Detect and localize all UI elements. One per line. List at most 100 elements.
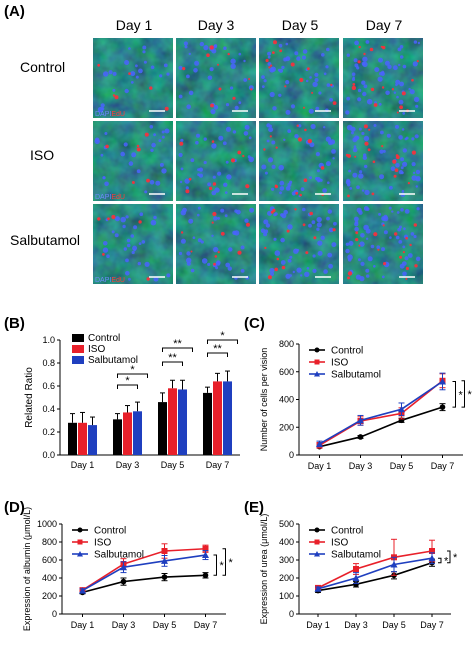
dapi-nucleus — [292, 270, 295, 274]
dapi-nucleus — [317, 240, 323, 246]
dapi-nucleus — [211, 48, 217, 54]
edu-positive-nucleus — [267, 275, 272, 280]
dapi-nucleus — [390, 166, 396, 171]
edu-positive-nucleus — [381, 145, 384, 148]
dapi-nucleus — [393, 65, 398, 71]
dapi-nucleus — [398, 63, 401, 67]
dapi-nucleus — [326, 47, 330, 52]
dapi-nucleus — [159, 74, 163, 78]
micrograph-texture — [343, 38, 423, 118]
dapi-nucleus — [186, 104, 191, 109]
dapi-nucleus — [374, 67, 380, 73]
edu-positive-nucleus — [102, 253, 105, 256]
dapi-nucleus — [232, 230, 237, 235]
edu-positive-nucleus — [190, 250, 193, 253]
dapi-nucleus — [274, 250, 281, 256]
dapi-nucleus — [234, 105, 239, 110]
dapi-nucleus — [197, 168, 200, 172]
dapi-nucleus — [210, 109, 216, 115]
chart-related-ratio: 0.0 0.2 0.4 0.6 0.8 1.0 Related Ratio Day 1 Day … — [24, 330, 240, 470]
legend-label: Control — [88, 333, 120, 344]
dapi-nucleus — [225, 262, 231, 268]
edu-positive-nucleus — [411, 150, 416, 155]
legend-label: ISO — [94, 538, 111, 549]
dapi-nucleus — [347, 258, 352, 262]
data-point — [120, 563, 127, 571]
edu-positive-nucleus — [128, 72, 131, 75]
edu-positive-nucleus — [411, 78, 414, 82]
dapi-nucleus — [285, 109, 291, 115]
significance-marker: * — [125, 375, 130, 387]
y-tick-label: 200 — [279, 422, 294, 432]
stain-label-dapi: DAPI — [95, 111, 111, 118]
data-point — [352, 574, 360, 581]
dapi-nucleus — [410, 232, 415, 236]
legend-label: Salbutamol — [94, 550, 144, 561]
dapi-nucleus — [415, 104, 419, 108]
edu-positive-nucleus — [305, 251, 309, 255]
dapi-nucleus — [380, 130, 384, 135]
chart-albumin: 0 200 400 600 800 1000 Day 1 Day 3 Day 5 Day 7 Exp… — [22, 507, 234, 631]
dapi-nucleus — [312, 81, 318, 88]
dapi-nucleus — [415, 169, 421, 175]
edu-positive-nucleus — [332, 228, 336, 232]
edu-positive-nucleus — [146, 178, 150, 183]
significance-bracket — [213, 554, 217, 576]
dapi-nucleus — [287, 129, 292, 134]
dapi-nucleus — [365, 237, 369, 240]
dapi-nucleus — [123, 247, 128, 251]
dapi-nucleus — [178, 94, 183, 99]
dapi-nucleus — [397, 47, 402, 52]
dapi-nucleus — [325, 136, 332, 142]
dapi-nucleus — [180, 210, 186, 216]
dapi-nucleus — [178, 251, 183, 256]
dapi-nucleus — [350, 126, 356, 132]
dapi-nucleus — [309, 76, 312, 79]
dapi-nucleus — [186, 261, 191, 266]
y-tick-label: 800 — [279, 339, 294, 349]
dapi-nucleus — [361, 80, 366, 85]
x-tick-label: Day 3 — [116, 460, 140, 470]
legend-marker — [314, 551, 320, 557]
dapi-nucleus — [383, 230, 388, 235]
edu-positive-nucleus — [227, 52, 230, 56]
dapi-nucleus — [106, 254, 110, 258]
dapi-nucleus — [213, 44, 217, 49]
dapi-nucleus — [211, 234, 214, 237]
dapi-nucleus — [153, 133, 157, 137]
dapi-nucleus — [304, 271, 310, 277]
significance-marker: ** — [213, 343, 222, 355]
dapi-nucleus — [358, 210, 363, 215]
dapi-nucleus — [125, 258, 129, 263]
edu-positive-nucleus — [272, 51, 275, 54]
stain-label-dapi: DAPI — [95, 277, 111, 284]
y-tick-label: 0.6 — [42, 381, 55, 391]
dapi-nucleus — [325, 161, 331, 167]
dapi-nucleus — [354, 226, 359, 232]
dapi-nucleus — [283, 138, 286, 141]
dapi-nucleus — [184, 45, 188, 49]
series-line — [319, 406, 443, 448]
dapi-nucleus — [164, 128, 170, 134]
dapi-nucleus — [144, 190, 148, 194]
dapi-nucleus — [314, 72, 319, 77]
dapi-nucleus — [318, 91, 322, 95]
dapi-nucleus — [102, 176, 106, 180]
micrograph-r3-c4 — [343, 204, 423, 284]
y-tick-label: 0 — [289, 609, 294, 619]
dapi-nucleus — [243, 59, 246, 63]
dapi-nucleus — [345, 110, 350, 115]
edu-positive-nucleus — [97, 217, 101, 221]
edu-positive-nucleus — [381, 86, 385, 89]
edu-positive-nucleus — [182, 67, 186, 71]
dapi-nucleus — [300, 274, 303, 277]
dapi-nucleus — [269, 124, 272, 128]
dapi-nucleus — [370, 244, 375, 249]
dapi-nucleus — [381, 275, 385, 279]
dapi-nucleus — [287, 224, 293, 230]
dapi-nucleus — [150, 219, 157, 226]
edu-positive-nucleus — [382, 224, 385, 227]
edu-positive-nucleus — [399, 105, 403, 110]
dapi-nucleus — [278, 164, 285, 171]
dapi-nucleus — [193, 68, 198, 73]
